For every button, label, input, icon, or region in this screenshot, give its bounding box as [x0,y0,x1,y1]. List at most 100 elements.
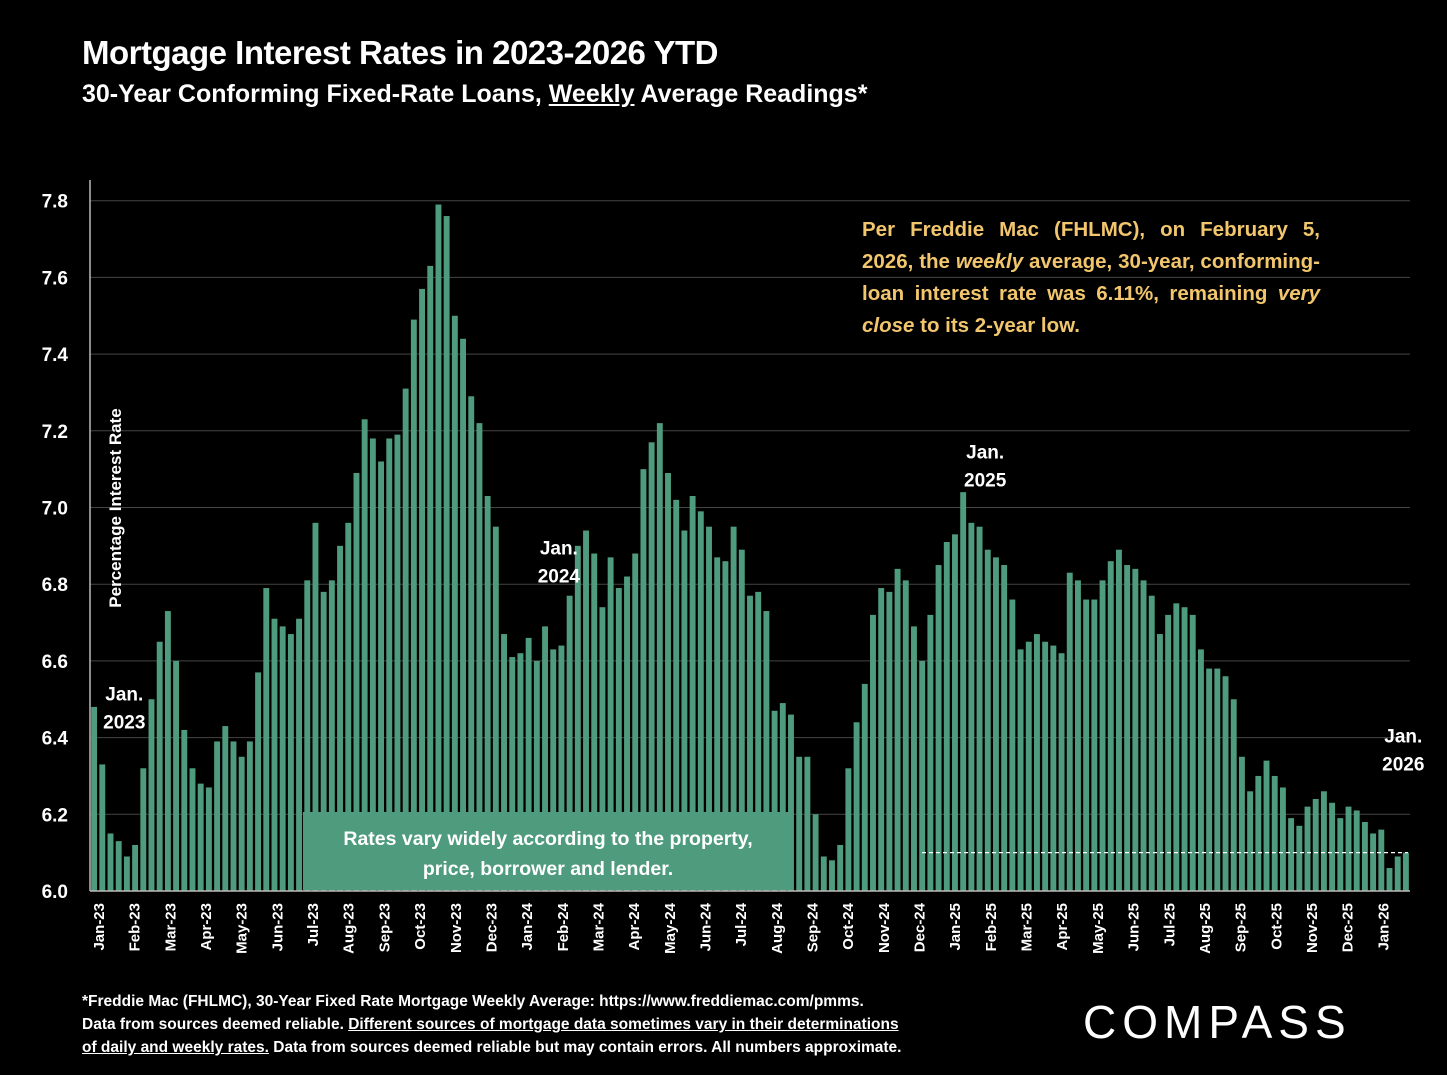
bar [402,388,409,891]
bar [1255,775,1262,891]
bar [1050,645,1057,891]
bar [287,634,294,891]
bar [468,396,475,891]
bar [673,499,680,891]
bar [197,783,204,891]
x-tick-label: Mar-24 [590,902,607,951]
chart-title: Mortgage Interest Rates in 2023-2026 YTD [82,34,718,71]
bar [993,557,999,891]
x-tick-label: Jan-23 [91,903,108,951]
note-text-1: Per Freddie Mac (FHLMC), on February 5, … [862,218,1320,273]
x-tick-label: Jun-24 [697,902,714,951]
x-tick-label: Sep-24 [805,902,822,952]
bar [943,542,950,891]
bar [1353,810,1360,891]
bar [853,722,860,891]
bar [1074,580,1081,891]
bar [435,204,442,891]
bar [1214,668,1221,891]
callout-text: Rates vary widely according to the prope… [343,828,752,850]
y-tick-label: 7.2 [42,422,68,443]
year-annotation-line2: 2023 [103,712,145,733]
bar [394,434,401,891]
bar [796,756,803,891]
bar [1165,614,1172,891]
bar [788,714,794,891]
bar [1329,802,1336,891]
year-annotation-line1: Jan. [105,684,143,705]
bar [1206,668,1213,891]
footer-line-2: Data from sources deemed reliable. Diffe… [82,1013,1062,1036]
bar [1386,867,1393,891]
bar [419,288,426,891]
bar [935,565,942,891]
bar [1197,649,1204,891]
bar [1124,565,1131,891]
x-tick-label: Jun-25 [1126,903,1143,951]
bar [1378,829,1385,891]
bar [509,657,516,891]
bar [812,814,819,891]
bar [984,549,991,891]
x-tick-label: Nov-25 [1304,903,1321,953]
year-annotation-line2: 2024 [538,567,581,588]
bar [238,756,245,891]
subtitle-text-pre: 30-Year Conforming Fixed-Rate Loans, [82,80,549,108]
bar [1271,775,1278,891]
bar [911,626,917,891]
bar [1361,821,1368,891]
bar [148,699,155,891]
chart-subtitle: 30-Year Conforming Fixed-Rate Loans, Wee… [82,80,867,109]
bar [861,683,868,891]
bar [304,580,311,891]
x-tick-label: Jul-23 [305,903,322,946]
bar [328,580,335,891]
y-tick-label: 7.0 [42,499,68,520]
y-tick-label: 7.8 [42,192,68,213]
subtitle-text-post: Average Readings* [634,80,868,108]
bar [1181,607,1188,891]
x-tick-label: Aug-24 [769,902,786,953]
bar [132,844,139,891]
bar [1001,565,1008,891]
bar [747,595,753,891]
bar [665,472,671,891]
bar [1337,818,1344,891]
bar [681,530,688,891]
bar [214,741,221,891]
bar [1263,760,1270,891]
callout-box [303,812,793,890]
note-text-2: average, 30-year, conforming-loan intere… [862,250,1320,305]
bar [829,860,835,891]
bar [648,442,655,891]
x-tick-label: Feb-25 [983,903,1000,951]
bar [361,419,368,891]
y-tick-label: 6.6 [42,652,68,673]
bar [894,568,901,891]
year-annotation-line1: Jan. [540,539,578,560]
bar [952,534,958,891]
bar [886,591,893,891]
bar [730,526,737,891]
bar [689,495,696,891]
bar [870,614,876,891]
x-tick-label: Mar-23 [162,903,179,951]
bar [558,645,565,891]
bar [1304,806,1311,891]
x-tick-label: Aug-23 [341,903,358,954]
bar [845,768,852,891]
bar [1140,580,1147,891]
year-annotation-line2: 2026 [1382,754,1424,775]
bar [1296,825,1303,891]
subtitle-emphasis: Weekly [548,80,635,108]
bar [1083,599,1090,891]
x-tick-label: May-25 [1090,903,1107,954]
y-tick-label: 7.4 [42,345,69,366]
bar [312,522,319,891]
bar [460,338,466,891]
bar [1025,641,1032,891]
footer-line-3-text: Data from sources deemed reliable but ma… [268,1039,902,1056]
year-annotation-line1: Jan. [966,443,1004,464]
bar [1345,806,1352,891]
